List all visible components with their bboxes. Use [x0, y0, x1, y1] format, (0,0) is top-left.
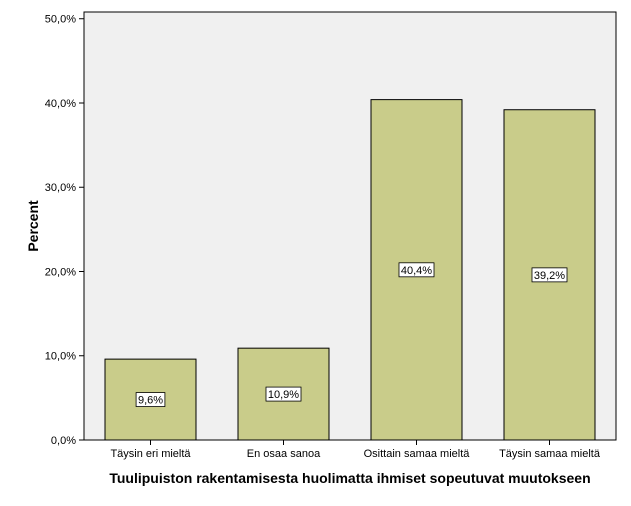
y-tick-label: 0,0%	[51, 435, 76, 447]
data-label-box	[531, 267, 568, 283]
data-label: 39,2%	[534, 270, 565, 282]
data-label-box	[265, 386, 302, 402]
bars-group: 9,6% 10,9% 40,4% 39,2%	[104, 99, 596, 441]
x-axis-title: Tuulipuiston rakentamisesta huolimatta i…	[109, 470, 590, 486]
data-label-box	[135, 392, 166, 407]
data-label: 40,4%	[401, 265, 432, 277]
y-tick-label: 20,0%	[45, 266, 76, 278]
x-tick-label: Täysin eri mieltä	[110, 448, 191, 460]
data-label: 10,9%	[268, 389, 299, 401]
y-tick-label: 50,0%	[45, 14, 76, 26]
y-axis: 0,0% 10,0% 20,0% 30,0% 40,0% 50,0%	[45, 14, 84, 447]
y-tick-label: 40,0%	[45, 98, 76, 110]
y-axis-title: Percent	[25, 200, 41, 252]
x-axis: Täysin eri mieltä En osaa sanoa Osittain s…	[110, 440, 601, 460]
data-label-box	[398, 262, 435, 278]
x-tick-label: En osaa sanoa	[247, 448, 321, 460]
x-tick-label: Osittain samaa mieltä	[364, 448, 471, 460]
data-label: 9,6%	[138, 395, 163, 407]
x-tick-label: Täysin samaa mieltä	[499, 448, 601, 460]
y-tick-label: 10,0%	[45, 351, 76, 363]
y-tick-label: 30,0%	[45, 182, 76, 194]
